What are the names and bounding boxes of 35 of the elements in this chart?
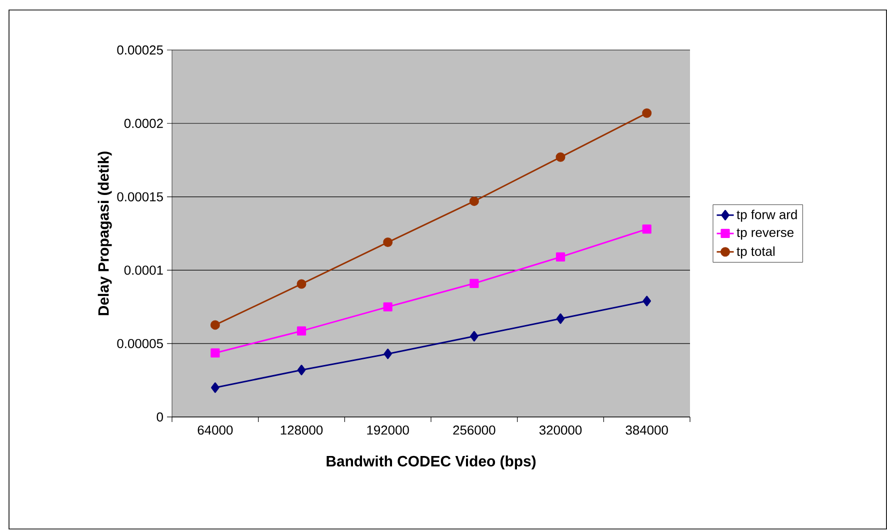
legend-label: tp total — [736, 246, 775, 258]
legend-label: tp reverse — [736, 228, 794, 240]
point — [297, 364, 306, 376]
point — [296, 326, 306, 336]
point — [384, 348, 392, 360]
x-tick-label: 384000 — [626, 426, 668, 435]
x-tick-label: 128000 — [280, 426, 323, 435]
point — [470, 278, 479, 288]
point — [210, 348, 220, 358]
legend-label: tp forw ard — [736, 210, 797, 222]
x-tick-label: 320000 — [539, 426, 582, 435]
point — [210, 320, 220, 330]
point — [642, 108, 652, 118]
point — [469, 196, 479, 206]
y-tick-label: 0.00015 — [117, 192, 163, 202]
point — [556, 313, 565, 324]
y-axis-title: Delay Propagasi (detik) — [98, 152, 112, 316]
point — [383, 238, 393, 248]
point — [296, 279, 306, 289]
x-axis-title: Bandwith CODEC Video (bps) — [326, 456, 536, 470]
x-tick-label: 256000 — [453, 426, 496, 435]
y-tick-label: 0.00025 — [117, 45, 163, 55]
x-tick-label: 64000 — [198, 426, 233, 435]
point — [556, 152, 566, 162]
y-tick-label: 0.0001 — [124, 266, 163, 275]
point — [556, 252, 566, 262]
y-tick-label: 0 — [156, 412, 163, 422]
x-tick-label: 192000 — [367, 426, 409, 435]
point — [211, 382, 220, 393]
y-tick-label: 0.00005 — [117, 338, 163, 348]
point — [642, 296, 651, 306]
y-tick-label: 0.0002 — [124, 118, 163, 128]
point — [383, 302, 392, 312]
point — [470, 330, 478, 342]
point — [642, 224, 652, 234]
